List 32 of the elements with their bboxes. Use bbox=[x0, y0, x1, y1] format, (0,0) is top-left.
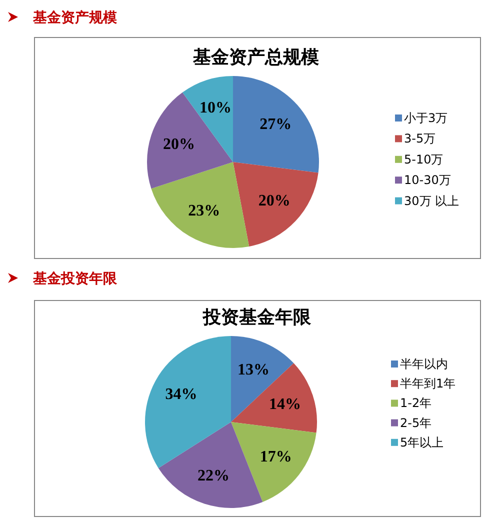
data-label: 14% bbox=[268, 396, 301, 413]
chart-title: 基金资产总规模 bbox=[192, 47, 319, 67]
text: 基金资产规模 bbox=[32, 9, 118, 26]
legend-label: 半年到1年 bbox=[400, 376, 456, 391]
data-label: 10% bbox=[199, 100, 232, 117]
legend-label: 2-5年 bbox=[400, 416, 432, 430]
data-label: 22% bbox=[197, 467, 230, 484]
data-label: 27% bbox=[260, 116, 292, 133]
data-label: 20% bbox=[163, 136, 196, 153]
data-label: 17% bbox=[260, 448, 292, 466]
legend-label: 5-10万 bbox=[404, 152, 444, 166]
text: 基金投资年限 bbox=[32, 271, 118, 287]
chart-title: 投资基金年限 bbox=[202, 307, 312, 327]
pie-slice bbox=[151, 162, 250, 248]
legend-label: 10-30万 bbox=[404, 173, 451, 188]
pie-slice bbox=[231, 363, 317, 433]
legend-label: 5年以上 bbox=[400, 435, 444, 450]
pie-slice bbox=[231, 422, 316, 502]
legend-label: 3-5万 bbox=[404, 132, 436, 146]
legend-label: 30万 以上 bbox=[404, 194, 460, 208]
pie-slice bbox=[145, 336, 231, 468]
legend-label: 1-2年 bbox=[400, 396, 432, 410]
pie-slice bbox=[233, 162, 318, 246]
pie-slice bbox=[158, 422, 263, 508]
data-label: 13% bbox=[238, 361, 270, 378]
pie-slice bbox=[147, 92, 233, 189]
legend-label: 半年以内 bbox=[400, 357, 448, 371]
data-label: 23% bbox=[188, 202, 220, 220]
pie-slice bbox=[233, 76, 319, 173]
data-label: 34% bbox=[165, 386, 198, 404]
legend-label: 小于3万 bbox=[404, 111, 448, 125]
data-label: 20% bbox=[258, 192, 290, 210]
